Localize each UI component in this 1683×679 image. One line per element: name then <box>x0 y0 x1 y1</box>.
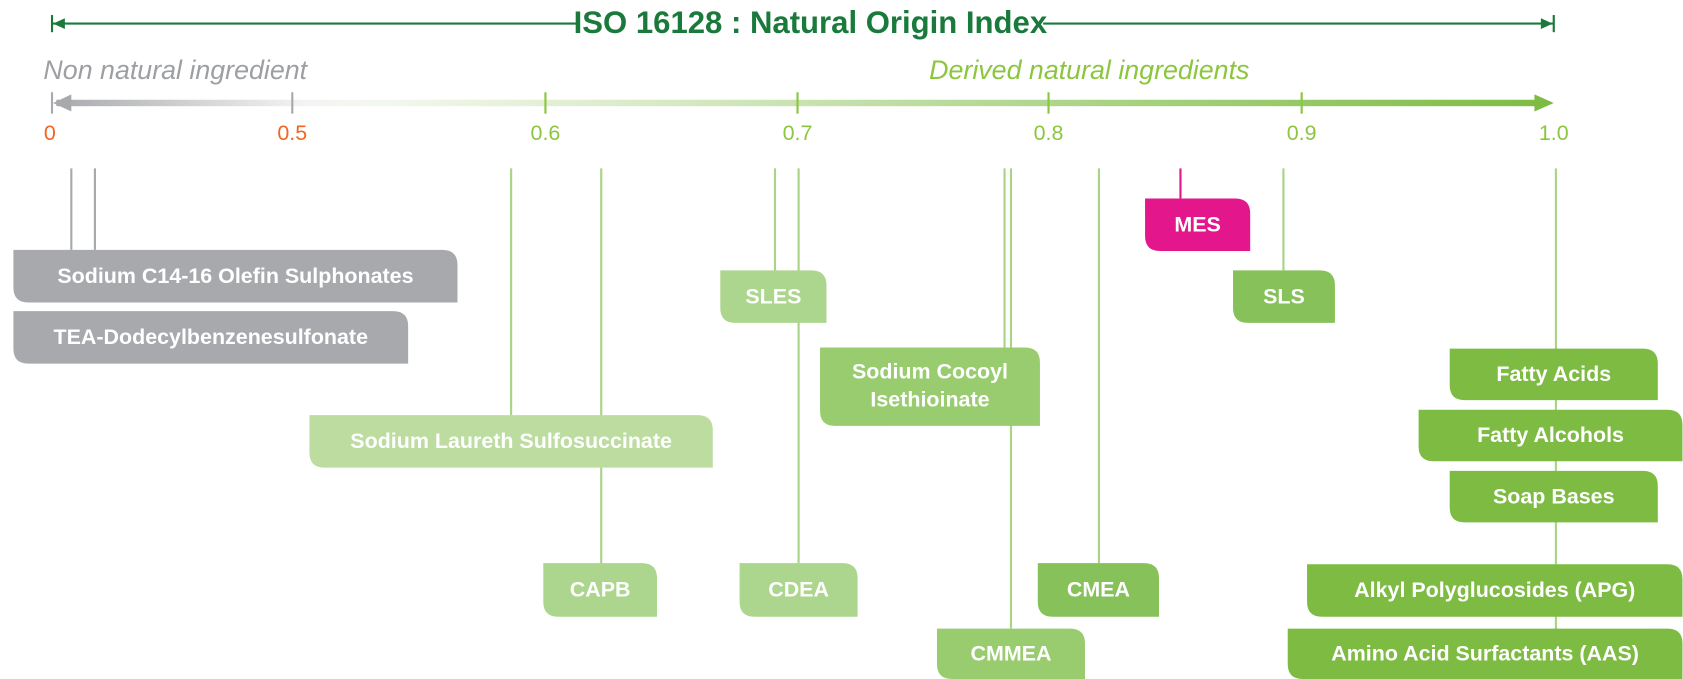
tick-label: 1.0 <box>1539 121 1569 145</box>
ingredient-box <box>936 628 1085 679</box>
ingredient-label: Sodium Cocoyl <box>852 359 1008 383</box>
ingredient-box <box>309 415 713 468</box>
title: ISO 16128 : Natural Origin Index <box>574 5 1048 40</box>
axis-arrow <box>53 94 72 112</box>
ingredient-label: TEA-Dodecylbenzenesulfonate <box>54 325 369 349</box>
ingredient-label: Fatty Alcohols <box>1477 423 1624 447</box>
ingredient-box <box>720 270 827 323</box>
ingredient-box <box>1307 564 1683 617</box>
tick-label: 0.7 <box>783 121 813 145</box>
ingredient-box <box>820 347 1040 426</box>
ingredient-label: CAPB <box>570 578 631 602</box>
ingredient-box <box>1145 198 1251 252</box>
ingredient-label: SLES <box>745 284 801 308</box>
ingredient-label: SLS <box>1263 284 1305 308</box>
ingredient-box <box>739 563 858 617</box>
header-arrow <box>1540 18 1553 29</box>
ingredient-box <box>1418 409 1683 462</box>
tick-label: 0.6 <box>531 121 561 145</box>
ingredient-label: Soap Bases <box>1493 484 1615 508</box>
ingredient-box <box>13 311 409 364</box>
ingredient-label: CMMEA <box>970 642 1051 666</box>
ingredient-label: Fatty Acids <box>1496 362 1611 386</box>
ingredient-box <box>1287 628 1683 679</box>
ingredient-box <box>1449 470 1658 523</box>
ingredient-label: CDEA <box>768 578 829 602</box>
ingredient-label: Sodium C14-16 Olefin Sulphonates <box>57 264 413 288</box>
ingredient-label: MES <box>1174 212 1220 236</box>
tick-label: 0.9 <box>1287 121 1317 145</box>
ingredient-box <box>1037 563 1160 617</box>
axis-bar <box>56 99 1544 107</box>
ingredient-label: Isethioinate <box>870 387 989 411</box>
ingredient-label: CMEA <box>1067 578 1130 602</box>
left-label: Non natural ingredient <box>43 55 308 85</box>
ingredient-box <box>13 249 458 303</box>
ingredient-box <box>543 563 658 617</box>
ingredient-boxes: Sodium C14-16 Olefin Sulphonates TEA-Dode… <box>13 198 1683 679</box>
ingredient-label: Alkyl Polyglucosides (APG) <box>1354 578 1635 602</box>
header-arrow <box>53 18 65 29</box>
tick-label: 0 <box>44 121 56 145</box>
ingredient-box <box>1449 348 1658 401</box>
ingredient-box <box>1233 270 1335 323</box>
tick-label: 0.8 <box>1034 121 1064 145</box>
axis-ticks: 0 0.5 0.6 0.7 0.8 0.9 1.0 <box>44 92 1569 145</box>
tick-label: 0.5 <box>277 121 307 145</box>
right-label: Derived natural ingredients <box>929 55 1249 85</box>
axis-arrow <box>1534 94 1554 112</box>
ingredient-label: Amino Acid Surfactants (AAS) <box>1331 642 1639 666</box>
ingredient-label: Sodium Laureth Sulfosuccinate <box>350 429 672 453</box>
